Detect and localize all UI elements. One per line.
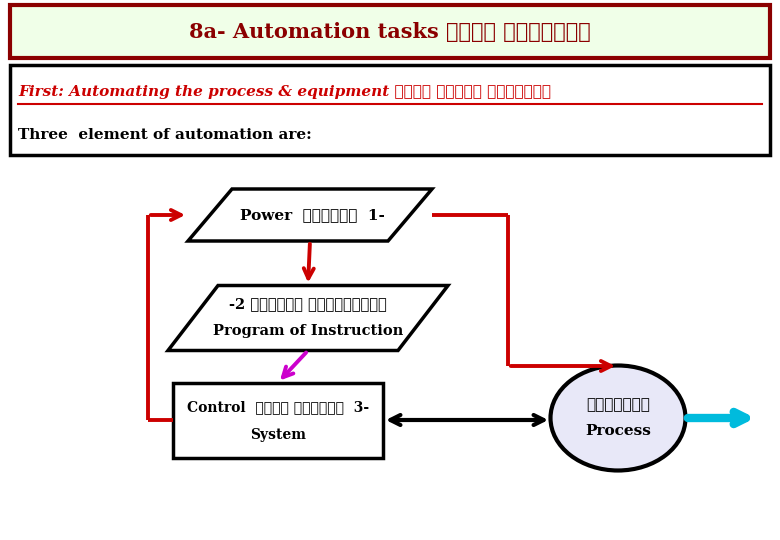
Text: 8a- Automation tasks مهام الأتمتة: 8a- Automation tasks مهام الأتمتة — [189, 22, 591, 42]
Text: Process: Process — [585, 424, 651, 438]
Polygon shape — [188, 189, 432, 241]
FancyBboxPatch shape — [10, 5, 770, 58]
Text: Program of Instruction: Program of Instruction — [213, 324, 403, 338]
Text: System: System — [250, 428, 306, 442]
Ellipse shape — [551, 366, 686, 470]
Text: -2 برنامج التعليمات: -2 برنامج التعليمات — [229, 297, 387, 311]
Text: Three  element of automation are:: Three element of automation are: — [18, 128, 312, 142]
FancyBboxPatch shape — [10, 65, 770, 155]
Text: Control  نظام التحكم  3-: Control نظام التحكم 3- — [187, 400, 369, 414]
FancyBboxPatch shape — [173, 382, 383, 457]
Text: الأسلوب: الأسلوب — [586, 398, 650, 412]
Text: First: Automating the process & equipment مهمة أتمنة المعدات: First: Automating the process & equipmen… — [18, 85, 551, 99]
Text: Power  القدرة  1-: Power القدرة 1- — [239, 208, 385, 222]
Polygon shape — [168, 286, 448, 350]
